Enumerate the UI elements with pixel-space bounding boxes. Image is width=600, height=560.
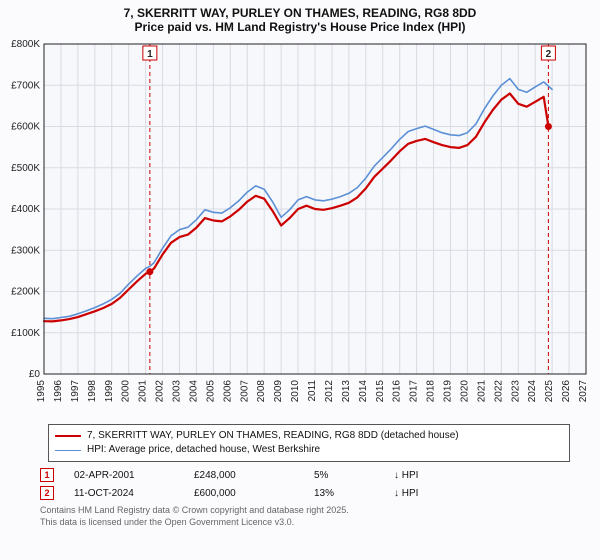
- svg-text:2006: 2006: [222, 380, 233, 403]
- svg-text:2009: 2009: [273, 380, 284, 403]
- svg-text:2026: 2026: [561, 380, 572, 403]
- svg-text:2027: 2027: [578, 380, 589, 403]
- svg-text:2017: 2017: [409, 380, 420, 403]
- svg-text:2001: 2001: [138, 380, 149, 403]
- svg-text:2011: 2011: [307, 380, 318, 402]
- svg-text:2010: 2010: [290, 380, 301, 403]
- svg-text:1: 1: [147, 49, 153, 60]
- svg-text:£200K: £200K: [11, 287, 40, 298]
- svg-text:£100K: £100K: [11, 328, 40, 339]
- marker-date-1: 02-APR-2001: [74, 470, 174, 481]
- svg-text:2025: 2025: [544, 380, 555, 403]
- title-line1: 7, SKERRITT WAY, PURLEY ON THAMES, READI…: [10, 6, 590, 20]
- marker-note-2: ↓ HPI: [394, 488, 494, 499]
- svg-text:2016: 2016: [392, 380, 403, 403]
- svg-text:2008: 2008: [256, 380, 267, 403]
- legend: 7, SKERRITT WAY, PURLEY ON THAMES, READI…: [48, 424, 570, 462]
- svg-text:2004: 2004: [188, 380, 199, 403]
- svg-text:2: 2: [546, 49, 552, 60]
- marker-badge-2: 2: [40, 486, 54, 500]
- svg-text:2014: 2014: [358, 380, 369, 403]
- svg-text:1995: 1995: [36, 380, 47, 403]
- marker-price-2: £600,000: [194, 488, 294, 499]
- svg-text:1998: 1998: [87, 380, 98, 403]
- marker-badge-1: 1: [40, 468, 54, 482]
- marker-price-1: £248,000: [194, 470, 294, 481]
- legend-swatch-1: [55, 435, 81, 437]
- chart-title: 7, SKERRITT WAY, PURLEY ON THAMES, READI…: [0, 0, 600, 38]
- marker-pct-1: 5%: [314, 470, 374, 481]
- svg-text:2007: 2007: [239, 380, 250, 403]
- svg-text:2022: 2022: [493, 380, 504, 403]
- svg-text:2015: 2015: [375, 380, 386, 403]
- footer-line1: Contains HM Land Registry data © Crown c…: [40, 504, 570, 516]
- footer: Contains HM Land Registry data © Crown c…: [40, 504, 570, 528]
- svg-text:2012: 2012: [324, 380, 335, 403]
- svg-text:1997: 1997: [70, 380, 81, 403]
- legend-label-2: HPI: Average price, detached house, West…: [87, 443, 320, 457]
- legend-row-1: 7, SKERRITT WAY, PURLEY ON THAMES, READI…: [55, 429, 563, 443]
- svg-text:2002: 2002: [155, 380, 166, 403]
- svg-text:£500K: £500K: [11, 163, 40, 174]
- svg-text:2021: 2021: [476, 380, 487, 403]
- svg-text:2020: 2020: [459, 380, 470, 403]
- svg-text:£400K: £400K: [11, 204, 40, 215]
- svg-text:£300K: £300K: [11, 245, 40, 256]
- legend-swatch-2: [55, 450, 81, 451]
- legend-row-2: HPI: Average price, detached house, West…: [55, 443, 563, 457]
- svg-text:2024: 2024: [527, 380, 538, 403]
- svg-text:£700K: £700K: [11, 80, 40, 91]
- svg-text:£800K: £800K: [11, 39, 40, 50]
- marker-date-2: 11-OCT-2024: [74, 488, 174, 499]
- svg-text:£0: £0: [29, 369, 41, 380]
- legend-label-1: 7, SKERRITT WAY, PURLEY ON THAMES, READI…: [87, 429, 459, 443]
- line-chart: £0 £100K £200K £300K £400K £500K £600K £700K £80…: [0, 38, 600, 418]
- svg-text:2023: 2023: [510, 380, 521, 403]
- svg-text:2005: 2005: [205, 380, 216, 403]
- svg-text:1996: 1996: [53, 380, 64, 403]
- marker-table: 1 02-APR-2001 £248,000 5% ↓ HPI 2 11-OCT…: [40, 468, 570, 500]
- svg-text:£600K: £600K: [11, 122, 40, 133]
- marker-row-2: 2 11-OCT-2024 £600,000 13% ↓ HPI: [40, 486, 570, 500]
- svg-text:2000: 2000: [121, 380, 132, 403]
- svg-text:2013: 2013: [341, 380, 352, 403]
- title-line2: Price paid vs. HM Land Registry's House …: [10, 20, 590, 34]
- marker-note-1: ↓ HPI: [394, 470, 494, 481]
- marker-pct-2: 13%: [314, 488, 374, 499]
- svg-text:2019: 2019: [443, 380, 454, 403]
- marker-row-1: 1 02-APR-2001 £248,000 5% ↓ HPI: [40, 468, 570, 482]
- footer-line2: This data is licensed under the Open Gov…: [40, 516, 570, 528]
- svg-text:2018: 2018: [426, 380, 437, 403]
- svg-text:2003: 2003: [172, 380, 183, 403]
- svg-text:1999: 1999: [104, 380, 115, 403]
